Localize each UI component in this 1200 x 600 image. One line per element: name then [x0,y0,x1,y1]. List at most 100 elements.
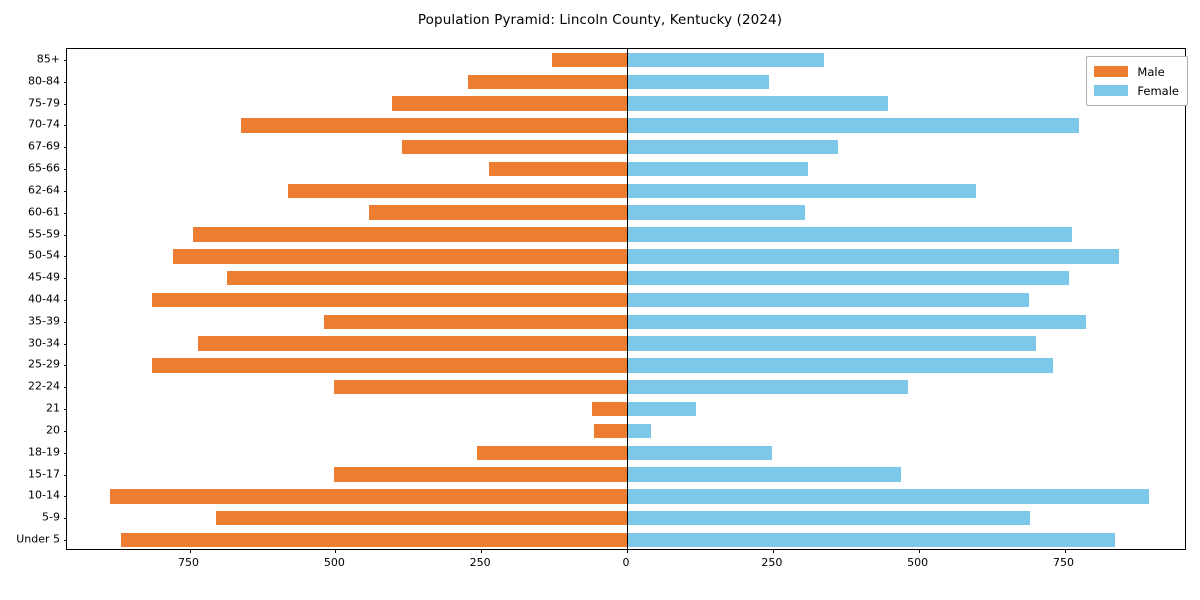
y-tick-mark [63,234,67,236]
bar-male [173,249,627,264]
bar-row [67,467,1185,482]
bar-female [627,96,888,111]
bar-female [627,314,1087,329]
bar-female [627,270,1069,286]
bar-female [627,401,697,417]
bar-row [67,140,1185,155]
bar-female [627,336,1036,351]
x-tick-mark [918,549,920,553]
x-tick-mark [627,549,628,553]
bar-male [109,489,627,504]
x-tick-label: 750 [178,556,199,569]
bar-row [67,401,1185,417]
y-tick-mark [63,81,67,83]
legend-label: Male [1137,64,1165,79]
y-tick-label: 80-84 [28,74,60,88]
bar-male [226,270,627,286]
y-tick-label: 22-24 [28,379,60,393]
chart-title: Population Pyramid: Lincoln County, Kent… [417,12,783,28]
y-tick-mark [63,474,67,476]
bar-female [627,74,769,89]
bar-male [151,358,627,373]
x-tick-label: 500 [323,556,345,569]
zero-axis-line [627,49,629,549]
bar-female [627,532,1115,548]
y-tick-label: 62-64 [28,183,60,197]
bar-male [324,314,627,329]
bar-row [67,227,1185,242]
y-tick-mark [63,59,67,61]
bar-row [67,270,1185,286]
bar-female [627,118,1080,133]
bar-male [477,445,627,460]
legend-entry: Female [1094,81,1179,100]
x-tick-label: 0 [622,556,630,569]
y-tick-label: 65-66 [28,161,60,175]
y-tick-mark [63,169,67,171]
y-tick-label: 21 [46,401,60,415]
bar-male [402,140,627,155]
y-tick-mark [63,125,67,127]
bar-male [592,401,627,417]
bar-row [67,532,1185,548]
x-tick-label: 750 [1053,556,1074,569]
bar-male [120,532,627,548]
y-tick-mark [63,278,67,280]
bar-female [627,249,1120,264]
y-tick-label: 85+ [36,52,60,66]
bar-row [67,358,1185,373]
y-tick-mark [63,365,67,367]
bar-male [551,52,627,68]
x-tick-mark [1064,549,1066,553]
y-tick-mark [63,430,67,432]
bar-female [627,445,773,460]
x-tick-mark [189,549,191,553]
y-tick-label: 67-69 [28,139,60,153]
legend-entry: Male [1094,62,1179,81]
bar-row [67,183,1185,199]
y-tick-label: 25-29 [28,357,60,371]
bar-row [67,249,1185,264]
y-tick-label: 5-9 [42,510,60,524]
y-tick-label: 35-39 [28,314,60,328]
bar-female [627,227,1073,242]
y-tick-mark [63,147,67,149]
y-tick-label: 50-54 [28,248,60,262]
bar-female [627,423,651,439]
x-tick-mark [335,549,337,553]
bar-male [193,227,627,242]
y-tick-mark [63,212,67,214]
bar-male [593,423,627,439]
x-tick-label: 250 [761,556,783,569]
bar-female [627,205,805,220]
plot-axes [63,48,1186,553]
bar-male [467,74,627,89]
y-tick-label: 20 [46,423,60,437]
y-tick-label: 55-59 [28,227,60,241]
bar-female [627,467,902,482]
y-tick-label: 30-34 [28,336,60,350]
bar-male [241,118,627,133]
legend-swatch [1094,66,1129,77]
bar-male [368,205,627,220]
y-tick-mark [63,190,67,192]
y-tick-mark [63,387,67,389]
bar-row [67,423,1185,439]
y-tick-mark [63,452,67,454]
chart-legend: Male Female [1086,56,1188,106]
bar-female [627,292,1029,308]
y-tick-label: 70-74 [28,117,60,131]
y-tick-label: 45-49 [28,270,60,284]
y-tick-mark [63,409,67,411]
bar-male [151,292,627,308]
y-tick-label: 15-17 [28,467,60,481]
y-tick-label: 75-79 [28,96,60,110]
y-tick-label: Under 5 [16,532,60,546]
bar-row [67,380,1185,395]
legend-swatch [1094,85,1129,96]
y-tick-mark [63,540,67,542]
bar-male [391,96,627,111]
bar-female [627,358,1054,373]
y-tick-label: 60-61 [28,205,60,219]
